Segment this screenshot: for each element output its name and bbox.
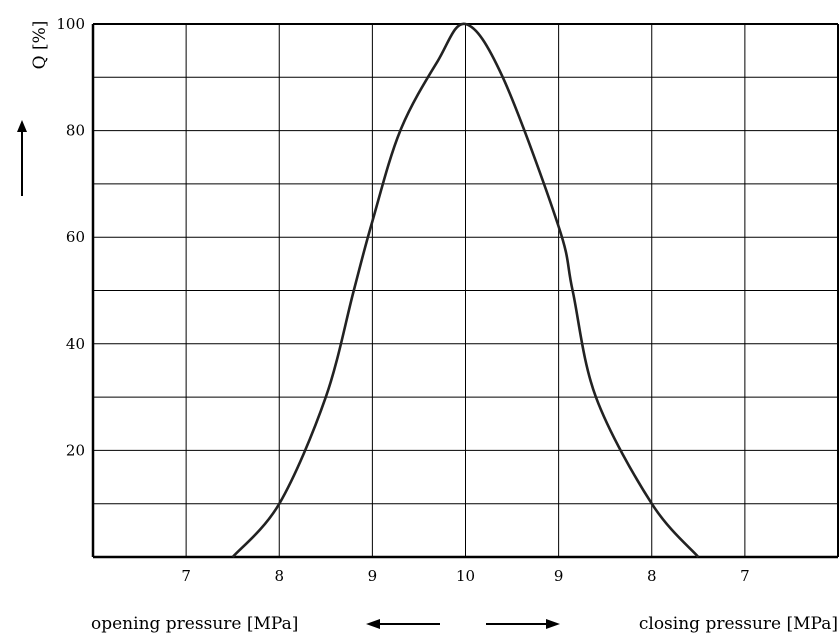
x-tick-label: 7 [740,567,750,585]
opening-arrow [366,619,440,629]
y-axis-label-group: Q [%] [17,21,50,196]
y-tick-label: 60 [66,228,85,246]
x-axis-label-closing: closing pressure [MPa] [639,614,838,634]
x-tick-label: 8 [647,567,657,585]
x-tick-label: 7 [181,567,191,585]
x-tick-label: 9 [554,567,564,585]
flow-curve [231,22,700,558]
x-tick-label: 8 [274,567,284,585]
y-tick-label: 80 [66,122,85,140]
x-tick-label: 10 [456,567,475,585]
x-tick-labels: 7 8 9 10 9 8 7 [181,567,749,585]
x-tick-label: 9 [368,567,378,585]
y-axis-arrowhead [17,120,27,132]
y-tick-label: 100 [56,15,85,33]
closing-arrow [486,619,560,629]
x-axis-label-opening: opening pressure [MPa] [91,614,298,634]
y-tick-label: 20 [66,441,85,459]
y-tick-labels: 20 40 60 80 100 [56,15,85,459]
grid [93,24,838,557]
y-axis-label: Q [%] [30,21,50,70]
y-tick-label: 40 [66,335,85,353]
